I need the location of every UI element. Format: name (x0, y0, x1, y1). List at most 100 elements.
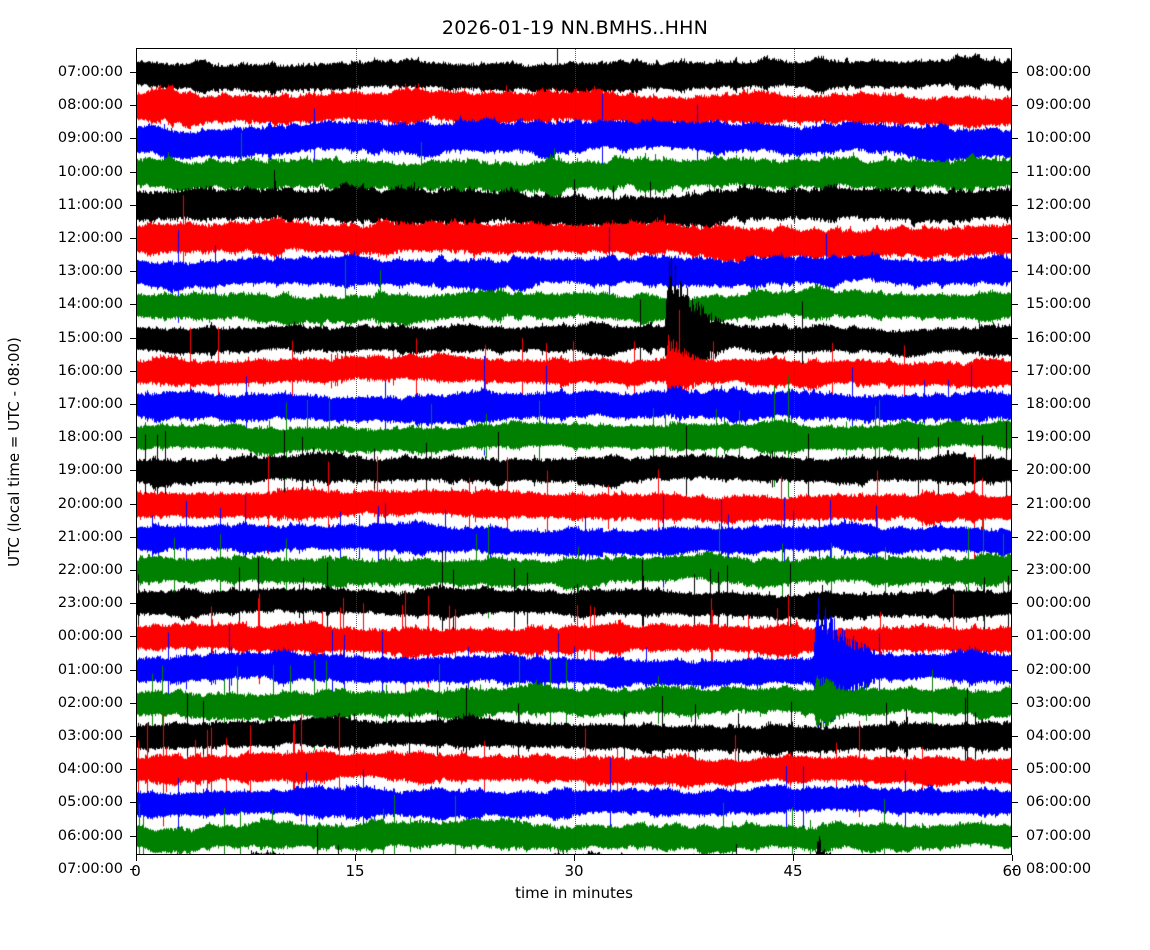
y-tick-mark-left (130, 868, 136, 870)
y-tick-label-left: 13:00:00 (57, 263, 123, 280)
y-tick-label-right: 18:00:00 (1026, 396, 1092, 412)
x-axis-label: time in minutes (515, 884, 633, 902)
y-tick-mark-right (1012, 702, 1018, 704)
y-tick-mark-left (130, 171, 136, 173)
gridline (356, 49, 357, 854)
y-tick-mark-left (130, 72, 136, 73)
x-tick-label: 0 (131, 862, 141, 880)
y-tick-mark-right (1012, 503, 1018, 505)
y-tick-label-right: 22:00:00 (1026, 528, 1092, 545)
y-tick-label-left: 19:00:00 (57, 462, 123, 479)
plot-area (136, 48, 1012, 855)
y-tick-mark-left (130, 437, 136, 439)
y-tick-label-right: 04:00:00 (1026, 728, 1092, 744)
y-tick-mark-right (1012, 868, 1018, 870)
y-tick-mark-left (130, 835, 136, 837)
y-tick-label-right: 13:00:00 (1026, 230, 1092, 246)
y-tick-label-left: 04:00:00 (57, 761, 123, 778)
x-tick-label: 30 (564, 862, 584, 880)
y-tick-label-right: 11:00:00 (1026, 163, 1092, 180)
y-tick-mark-left (130, 370, 136, 372)
y-tick-label-left: 10:00:00 (57, 163, 123, 180)
y-tick-label-right: 23:00:00 (1026, 562, 1092, 578)
gridline (575, 49, 576, 854)
y-tick-mark-right (1012, 437, 1018, 439)
y-tick-mark-right (1012, 636, 1018, 638)
y-tick-label-right: 21:00:00 (1026, 495, 1092, 512)
y-tick-mark-right (1012, 72, 1018, 73)
y-tick-label-left: 20:00:00 (57, 495, 123, 512)
y-tick-mark-right (1012, 238, 1018, 239)
y-tick-label-right: 16:00:00 (1026, 329, 1092, 346)
y-tick-mark-right (1012, 138, 1018, 140)
y-tick-label-right: 20:00:00 (1026, 462, 1092, 479)
y-tick-label-right: 08:00:00 (1026, 860, 1092, 877)
x-tick-label: 15 (345, 862, 365, 880)
y-tick-mark-left (130, 503, 136, 505)
y-tick-mark-left (130, 105, 136, 107)
y-tick-label-right: 14:00:00 (1026, 263, 1092, 280)
x-tick-label: 45 (783, 862, 803, 880)
y-tick-mark-right (1012, 835, 1018, 837)
y-tick-label-right: 09:00:00 (1026, 97, 1092, 114)
y-tick-label-right: 15:00:00 (1026, 296, 1092, 313)
y-tick-mark-right (1012, 470, 1018, 472)
y-tick-mark-left (130, 736, 136, 737)
y-tick-mark-left (130, 238, 136, 239)
x-tick-mark (793, 855, 794, 861)
y-tick-mark-left (130, 337, 136, 339)
y-tick-mark-right (1012, 769, 1018, 771)
y-tick-label-left: 03:00:00 (57, 728, 123, 744)
y-tick-mark-left (130, 702, 136, 704)
y-tick-label-left: 08:00:00 (57, 97, 123, 114)
y-tick-label-left: 22:00:00 (57, 562, 123, 578)
y-tick-mark-right (1012, 536, 1018, 538)
y-tick-label-left: 11:00:00 (57, 196, 123, 213)
y-tick-label-left: 01:00:00 (57, 661, 123, 678)
y-tick-mark-right (1012, 171, 1018, 173)
x-tick-mark (355, 855, 356, 861)
y-tick-label-right: 07:00:00 (1026, 827, 1092, 844)
y-tick-mark-right (1012, 337, 1018, 339)
y-tick-label-right: 00:00:00 (1026, 595, 1092, 612)
y-tick-label-right: 08:00:00 (1026, 64, 1092, 80)
y-tick-label-left: 12:00:00 (57, 230, 123, 246)
y-tick-mark-left (130, 536, 136, 538)
y-tick-label-left: 07:00:00 (57, 860, 123, 877)
y-tick-mark-left (130, 570, 136, 571)
y-tick-label-right: 19:00:00 (1026, 429, 1092, 446)
y-tick-label-left: 14:00:00 (57, 296, 123, 313)
y-tick-mark-right (1012, 802, 1018, 804)
y-tick-mark-left (130, 636, 136, 638)
y-tick-label-left: 23:00:00 (57, 595, 123, 612)
y-tick-label-right: 03:00:00 (1026, 694, 1092, 711)
y-tick-mark-right (1012, 105, 1018, 107)
y-tick-label-right: 12:00:00 (1026, 196, 1092, 213)
y-axis-label: UTC (local time = UTC - 08:00) (5, 337, 23, 567)
y-tick-label-left: 07:00:00 (57, 64, 123, 80)
y-tick-mark-right (1012, 271, 1018, 273)
y-tick-label-left: 02:00:00 (57, 694, 123, 711)
y-tick-mark-right (1012, 370, 1018, 372)
y-tick-label-left: 17:00:00 (57, 396, 123, 412)
y-tick-label-right: 02:00:00 (1026, 661, 1092, 678)
y-tick-mark-right (1012, 603, 1018, 605)
y-tick-mark-right (1012, 304, 1018, 306)
y-tick-label-left: 21:00:00 (57, 528, 123, 545)
y-tick-mark-left (130, 603, 136, 605)
y-tick-mark-left (130, 669, 136, 671)
y-tick-label-left: 09:00:00 (57, 130, 123, 147)
y-tick-label-right: 10:00:00 (1026, 130, 1092, 147)
seismic-traces-canvas (137, 49, 1011, 854)
y-tick-mark-left (130, 304, 136, 306)
y-tick-label-right: 06:00:00 (1026, 794, 1092, 811)
y-tick-label-left: 15:00:00 (57, 329, 123, 346)
y-tick-label-left: 16:00:00 (57, 362, 123, 379)
y-tick-label-right: 01:00:00 (1026, 628, 1092, 645)
x-tick-mark (1012, 855, 1013, 861)
y-tick-mark-left (130, 769, 136, 771)
y-tick-mark-right (1012, 204, 1018, 206)
x-tick-mark (574, 855, 575, 861)
x-tick-mark (136, 855, 137, 861)
